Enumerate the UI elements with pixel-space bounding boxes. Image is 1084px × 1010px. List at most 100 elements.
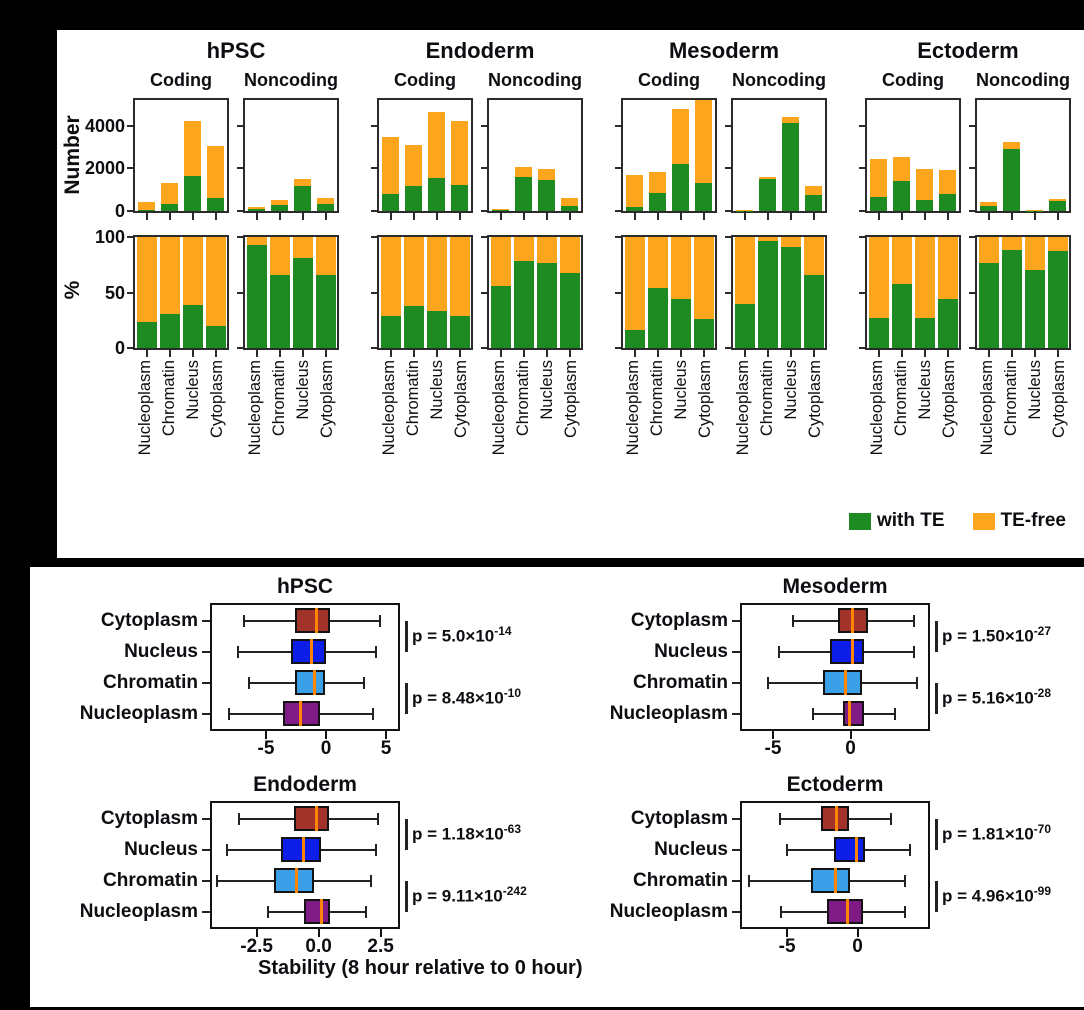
bar-slot [646,237,669,348]
y-tick [237,347,245,349]
boxplot-ylabel: Chromatin [633,865,740,896]
bar-segment-te-free [868,237,889,319]
boxplot-cell: Cytoplasm Nucleus Chromatin Nucleoplasm Meso… [560,575,1084,773]
x-category-label: Nucleoplasm [136,360,154,456]
bar-segment-with-te [492,209,509,211]
bar-segment-te-free [536,237,557,263]
x-tick [522,348,525,357]
bar-group: Mesoderm Coding Noncoding Nucleoplasm Chroma… [615,38,827,510]
stacked-bar [868,237,889,348]
p-value-base: p = 8.48×10 [412,688,504,708]
y-tick [237,124,245,127]
stacked-bar [937,237,958,348]
stacked-bar [1026,209,1043,211]
stacked-bar [780,237,801,348]
stacked-bar [269,237,290,348]
bar-slot [245,100,268,211]
boxplot-ylabel: Nucleoplasm [610,896,740,927]
x-axis-label: Stability (8 hour relative to 0 hour) [258,957,583,979]
percent-chart-row [127,235,339,357]
stacked-bar [736,210,753,211]
x-category-label: Chromatin [160,360,178,437]
bar-segment-with-te [693,319,714,348]
median-line [319,899,323,924]
bar-segment-with-te [248,208,265,211]
subtype-label: Noncoding [732,70,826,90]
category-label-slot: Cytoplasm [315,360,339,510]
y-tick [725,124,733,127]
x-tick [379,929,382,937]
whisker-cap [374,843,377,856]
bar-slot [314,100,337,211]
bar-segment-with-te [734,303,755,348]
boxplot-ylabel-text: Chromatin [633,671,728,693]
boxplot-ylabel-text: Nucleoplasm [609,900,728,922]
p-value: p = 4.96×10-99 [942,884,1051,907]
bar-segment-te-free [937,237,958,300]
median-line [312,670,316,695]
x-tick [214,348,217,357]
x-tick [633,348,636,357]
median-line [844,670,848,695]
category-label-panel: Nucleoplasm Chromatin Nucleus Cytoplasm [975,360,1071,510]
bar-segment-te-free [207,145,224,199]
y-tick [732,817,740,820]
p-value-exponent: -27 [1033,624,1052,638]
bar-slot [913,237,936,348]
bar-segment-te-free [426,237,447,312]
bar-segment-te-free [980,202,997,206]
y-tick [237,210,245,212]
boxplot-ylabels: Cytoplasm Nucleus Chromatin Nucleoplasm [30,575,210,773]
median-line [299,701,303,726]
whisker-cap [913,645,916,658]
bar-segment-te-free [757,237,778,242]
bar-segment-with-te [405,186,422,211]
y-tick [615,291,623,294]
bar-segment-te-free [978,237,999,263]
boxplot-ylabels: Cytoplasm Nucleus Chromatin Nucleoplasm [560,575,740,773]
box [811,868,851,893]
x-tick [317,929,320,937]
bar-segment-with-te [136,322,157,348]
bar-group: Endoderm Coding Noncoding Nucleoplasm Chroma… [371,38,583,510]
stacked-bar [649,171,666,211]
stacked-bar [891,237,912,348]
y-tick [732,848,740,851]
x-tick-label: -5 [257,738,275,759]
bar-segment-with-te [451,185,468,211]
median-line [834,806,838,831]
box [293,806,329,831]
x-category-label: Cytoplasm [806,360,824,438]
subtype-label: Noncoding [488,70,582,90]
boxplot-ylabel-text: Chromatin [103,671,198,693]
bar-segment-with-te [780,247,801,348]
x-category-label: Nucleus [294,360,312,420]
boxplot-pvalues: p = 5.0×10-14 p = 8.48×10-10 [400,575,560,773]
x-tick [168,348,171,357]
whisker-cap [748,874,751,887]
p-value-exponent: -63 [503,822,522,836]
stacked-bar [403,237,424,348]
x-tick-label: 2.5 [367,936,394,957]
bar-segment-with-te [380,315,401,348]
bar-segment-with-te [757,241,778,348]
group-title: hPSC [206,38,266,63]
median-line [302,837,306,862]
bar-segment-with-te [449,315,470,348]
boxplot-xaxis: -5 0 [740,731,930,761]
bar-segment-te-free [317,198,334,204]
bar-segment-with-te [647,288,668,348]
bar-segment-te-free [136,237,157,323]
x-tick-label: 0 [845,738,856,759]
stacked-bar [426,237,447,348]
stacked-bar [803,237,824,348]
bar-segment-te-free [161,183,178,204]
bar-slot [558,237,581,348]
x-category-label: Cytoplasm [696,360,714,438]
x-tick [786,929,789,937]
boxplot-ylabel: Cytoplasm [631,803,740,834]
y-tick [732,681,740,684]
x-category-label: Cytoplasm [1050,360,1068,438]
boxplot-grid: Cytoplasm Nucleus Chromatin Nucleoplasm hPSC… [30,575,1084,969]
bar-subpanel [725,235,827,357]
